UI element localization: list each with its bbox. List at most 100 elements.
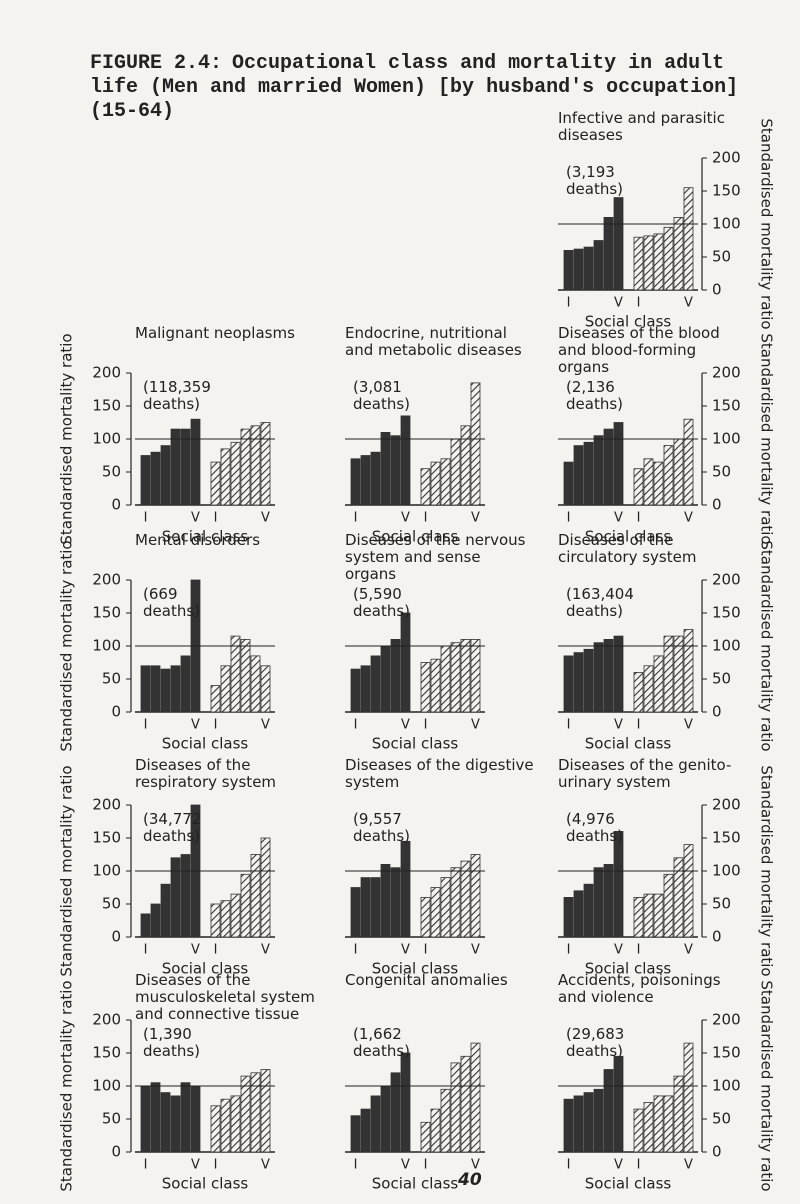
bar [653, 233, 664, 291]
bar [683, 187, 694, 291]
bar [230, 893, 241, 938]
chart-title: Endocrine, nutritional and metabolic dis… [345, 324, 522, 359]
x-tick-label: V [684, 718, 693, 733]
y-axis-label: Standardised mortality ratio [758, 540, 776, 751]
bar [663, 1095, 674, 1153]
bar [593, 240, 604, 291]
figure-header: FIGURE 2.4: Occupational class and mortal… [90, 52, 780, 124]
bar [663, 635, 674, 713]
bar [240, 873, 251, 938]
bar [583, 246, 594, 291]
x-tick-label: I [144, 943, 148, 958]
x-tick-label: I [354, 1158, 358, 1173]
bar [350, 1115, 361, 1153]
bar [593, 1088, 604, 1153]
y-tick-label: 50 [102, 670, 121, 688]
bar [250, 854, 261, 938]
bar [633, 236, 644, 291]
bar [260, 665, 271, 713]
y-tick-label: 150 [92, 829, 121, 847]
bar [170, 665, 181, 713]
deaths-note: (3,081 deaths) [353, 378, 410, 413]
bar [150, 451, 161, 506]
chart-title: Congenital anomalies [345, 971, 508, 989]
bar [603, 1069, 614, 1153]
bar [140, 913, 151, 938]
bar [360, 455, 371, 506]
x-tick-label: V [401, 718, 410, 733]
x-tick-label: I [637, 943, 641, 958]
bar [563, 249, 574, 291]
bar [390, 435, 401, 506]
bar [440, 645, 451, 713]
bar [460, 860, 471, 938]
bar [430, 461, 441, 506]
x-axis-label: Social class [372, 960, 459, 978]
y-tick-label: 100 [92, 430, 121, 448]
bar [250, 425, 261, 506]
bar [180, 655, 191, 713]
deaths-note: (1,662 deaths) [353, 1025, 410, 1060]
bar [250, 1072, 261, 1153]
bar [653, 893, 664, 938]
bar [150, 665, 161, 713]
bar [360, 665, 371, 713]
bar [440, 458, 451, 506]
bar [450, 867, 461, 938]
x-axis-label: Social class [372, 735, 459, 753]
bar [370, 655, 381, 713]
bar [380, 645, 391, 713]
x-tick-label: I [637, 1158, 641, 1173]
x-tick-label: I [567, 1158, 571, 1173]
bar [250, 655, 261, 713]
y-tick-label: 200 [712, 1011, 741, 1029]
bar [613, 635, 624, 713]
chart-title: Infective and parasitic diseases [558, 109, 725, 144]
bar [663, 445, 674, 506]
bar [390, 867, 401, 938]
x-tick-label: V [614, 296, 623, 311]
bar [460, 425, 471, 506]
bar [220, 448, 231, 506]
chart-title: Diseases of the genito-urinary system [558, 756, 732, 791]
bar [653, 1095, 664, 1153]
y-axis-label: Standardised mortality ratio [58, 333, 76, 544]
bar [450, 642, 461, 713]
x-tick-label: V [191, 1158, 200, 1173]
y-tick-label: 50 [712, 248, 731, 266]
y-tick-label: 50 [712, 463, 731, 481]
x-tick-label: I [354, 718, 358, 733]
deaths-note: (34,772 deaths) [143, 810, 202, 845]
bar [430, 887, 441, 938]
bar [160, 445, 171, 506]
y-tick-label: 200 [92, 364, 121, 382]
bar [603, 639, 614, 713]
bar [380, 864, 391, 938]
x-tick-label: V [684, 296, 693, 311]
bar [360, 1108, 371, 1153]
x-axis-label: Social class [585, 528, 672, 546]
y-tick-label: 150 [92, 397, 121, 415]
chart-title: Mental disorders [135, 531, 261, 549]
x-tick-label: I [637, 718, 641, 733]
y-tick-label: 50 [712, 1110, 731, 1128]
bar [400, 612, 411, 713]
x-tick-label: V [614, 943, 623, 958]
y-tick-label: 0 [111, 928, 121, 946]
bar [180, 428, 191, 506]
x-tick-label: I [424, 1158, 428, 1173]
y-tick-label: 0 [712, 928, 722, 946]
chart-title: Accidents, poisonings and violence [558, 971, 721, 1006]
chart-title: Diseases of the digestive system [345, 756, 534, 791]
bar [180, 854, 191, 938]
x-axis-label: Social class [585, 960, 672, 978]
bar [440, 1088, 451, 1153]
bar [663, 873, 674, 938]
x-axis-label: Social class [162, 1175, 249, 1193]
bar [210, 461, 221, 506]
x-tick-label: I [637, 511, 641, 526]
bar [160, 1092, 171, 1153]
x-tick-label: V [684, 1158, 693, 1173]
y-tick-label: 50 [712, 895, 731, 913]
y-tick-label: 200 [712, 571, 741, 589]
